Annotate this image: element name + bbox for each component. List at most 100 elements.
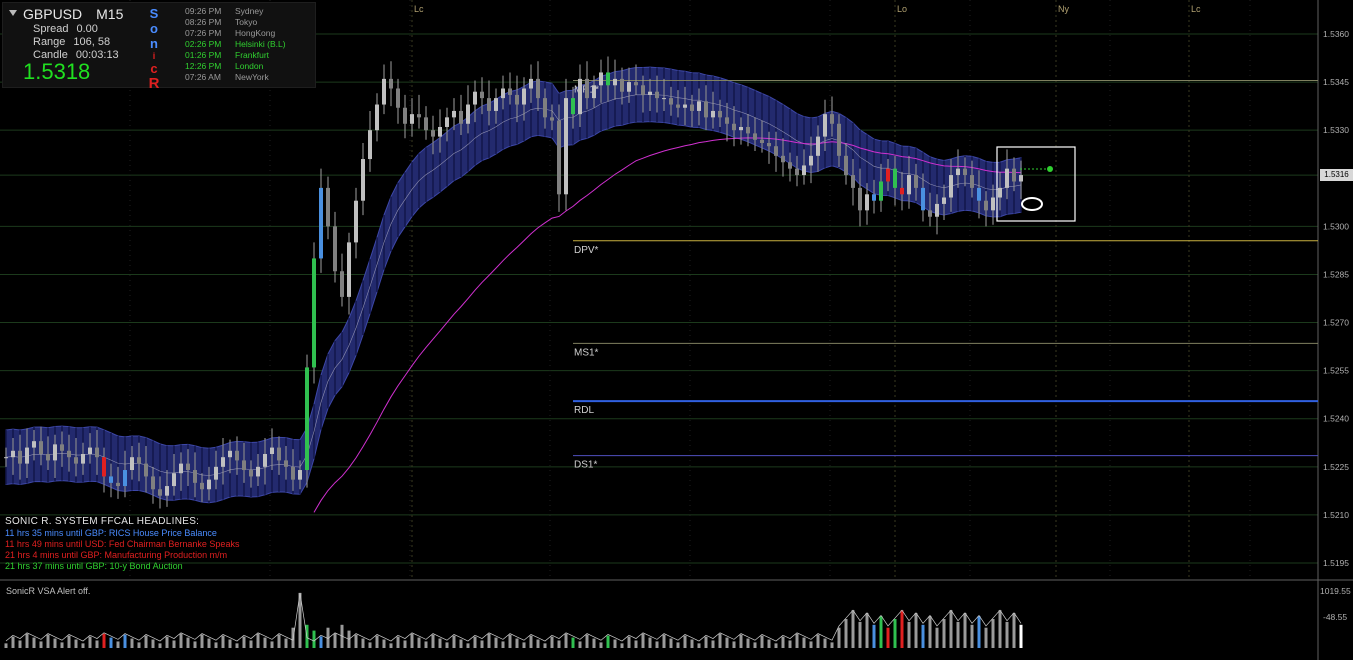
volume-bar bbox=[529, 635, 533, 648]
session-clock-list: 09:26 PM Sydney 08:26 PM Tokyo 07:26 PM HongK… bbox=[185, 6, 286, 83]
volume-bar bbox=[781, 636, 785, 648]
candle-body bbox=[109, 476, 113, 483]
volume-bar bbox=[949, 610, 953, 648]
candle-body bbox=[879, 181, 883, 201]
candle-body bbox=[1012, 168, 1016, 182]
volume-bar bbox=[81, 643, 85, 648]
candle-body bbox=[487, 98, 491, 111]
volume-bar bbox=[634, 640, 638, 648]
volume-bar bbox=[515, 638, 519, 648]
volume-bar bbox=[501, 641, 505, 648]
volume-bar bbox=[998, 610, 1002, 648]
candle-body bbox=[186, 463, 190, 471]
candle-body bbox=[1005, 168, 1009, 188]
candle-body bbox=[956, 168, 960, 176]
volume-bar bbox=[844, 619, 848, 648]
volume-bar bbox=[655, 641, 659, 648]
candle-body bbox=[578, 78, 582, 115]
price-tick: 1.5255 bbox=[1323, 366, 1349, 376]
projection-dot bbox=[1047, 166, 1053, 172]
vsa-max-label: 1019.55 bbox=[1320, 586, 1351, 596]
candle-body bbox=[599, 72, 603, 86]
candle-body bbox=[921, 187, 925, 211]
headlines-title: SONIC R. SYSTEM FFCAL HEADLINES: bbox=[5, 516, 200, 527]
spread-label: Spread bbox=[33, 23, 69, 35]
volume-bar bbox=[907, 621, 911, 648]
headline-item: 11 hrs 35 mins until GBP: RICS House Pri… bbox=[5, 528, 217, 538]
candle-body bbox=[431, 130, 435, 137]
volume-bar bbox=[214, 642, 218, 648]
volume-bar bbox=[823, 638, 827, 648]
volume-bar bbox=[739, 634, 743, 648]
price-tick: 1.5285 bbox=[1323, 269, 1349, 279]
volume-bar bbox=[620, 643, 624, 648]
volume-bar bbox=[298, 592, 302, 648]
vsa-volume-panel: 1019.55 -48.55 bbox=[4, 586, 1351, 648]
candle-body bbox=[886, 168, 890, 182]
volume-bar bbox=[522, 642, 526, 648]
current-price-tag: 1.5316 bbox=[1320, 169, 1353, 181]
candle-body bbox=[557, 120, 561, 195]
session-city: Tokyo bbox=[235, 17, 258, 27]
volume-bar bbox=[564, 633, 568, 648]
volume-bar bbox=[886, 627, 890, 648]
candle-body bbox=[515, 94, 519, 105]
candle-body bbox=[522, 88, 526, 105]
candle-body bbox=[347, 242, 351, 297]
volume-bar bbox=[676, 642, 680, 648]
volume-bar bbox=[732, 641, 736, 648]
candle-body bbox=[4, 457, 8, 459]
target-ellipse bbox=[1021, 197, 1043, 211]
session-row: 09:26 PM Sydney bbox=[185, 6, 286, 17]
volume-bar bbox=[641, 633, 645, 648]
candle-body bbox=[291, 466, 295, 480]
session-time: 02:26 PM bbox=[185, 39, 222, 49]
candle-body bbox=[445, 117, 449, 127]
volume-bar bbox=[123, 634, 127, 648]
candle-body bbox=[844, 155, 848, 176]
session-marker-label: Ny bbox=[1058, 4, 1069, 14]
candle-body bbox=[907, 175, 911, 195]
candle-body bbox=[312, 258, 316, 368]
candle-body bbox=[200, 482, 204, 490]
candle-body bbox=[263, 453, 267, 467]
candle-body bbox=[319, 187, 323, 259]
candle-body bbox=[368, 130, 372, 160]
session-markers: Lc Lo Ny Lc bbox=[414, 4, 1201, 14]
volume-bar bbox=[53, 638, 57, 648]
symbol-header[interactable]: GBPUSD M15 bbox=[9, 6, 123, 22]
volume-bar bbox=[438, 638, 442, 648]
collapse-triangle-icon[interactable] bbox=[9, 10, 17, 16]
volume-bar bbox=[32, 637, 36, 648]
headline-item: 21 hrs 37 mins until GBP: 10-y Bond Auct… bbox=[5, 561, 183, 571]
volume-bar bbox=[746, 638, 750, 648]
candle-body bbox=[627, 82, 631, 92]
candle-body bbox=[753, 133, 757, 140]
candle-body bbox=[774, 146, 778, 156]
bid-price: 1.5318 bbox=[23, 59, 91, 84]
candle-body bbox=[11, 450, 15, 458]
candle-body bbox=[361, 159, 365, 201]
candle-body bbox=[543, 98, 547, 118]
candle-body bbox=[718, 110, 722, 118]
price-axis: 1.5360 1.5345 1.5330 1.5300 1.5285 1.5270 1.52… bbox=[1323, 29, 1349, 568]
candle-body bbox=[746, 126, 750, 134]
candle-body bbox=[592, 85, 596, 99]
candle-body bbox=[305, 367, 309, 471]
volume-bar bbox=[333, 633, 337, 648]
volume-bar bbox=[711, 640, 715, 648]
candle-body bbox=[781, 155, 785, 163]
candle-body bbox=[655, 91, 659, 99]
candle-body bbox=[417, 114, 421, 118]
candle-body bbox=[459, 110, 463, 124]
candle-body bbox=[375, 104, 379, 131]
candle-body bbox=[550, 117, 554, 121]
volume-bar bbox=[130, 638, 134, 648]
volume-bar bbox=[326, 627, 330, 648]
volume-bar bbox=[480, 640, 484, 648]
volume-bar bbox=[690, 639, 694, 648]
candle-body bbox=[207, 479, 211, 490]
session-time: 09:26 PM bbox=[185, 6, 222, 16]
volume-bar bbox=[900, 610, 904, 648]
